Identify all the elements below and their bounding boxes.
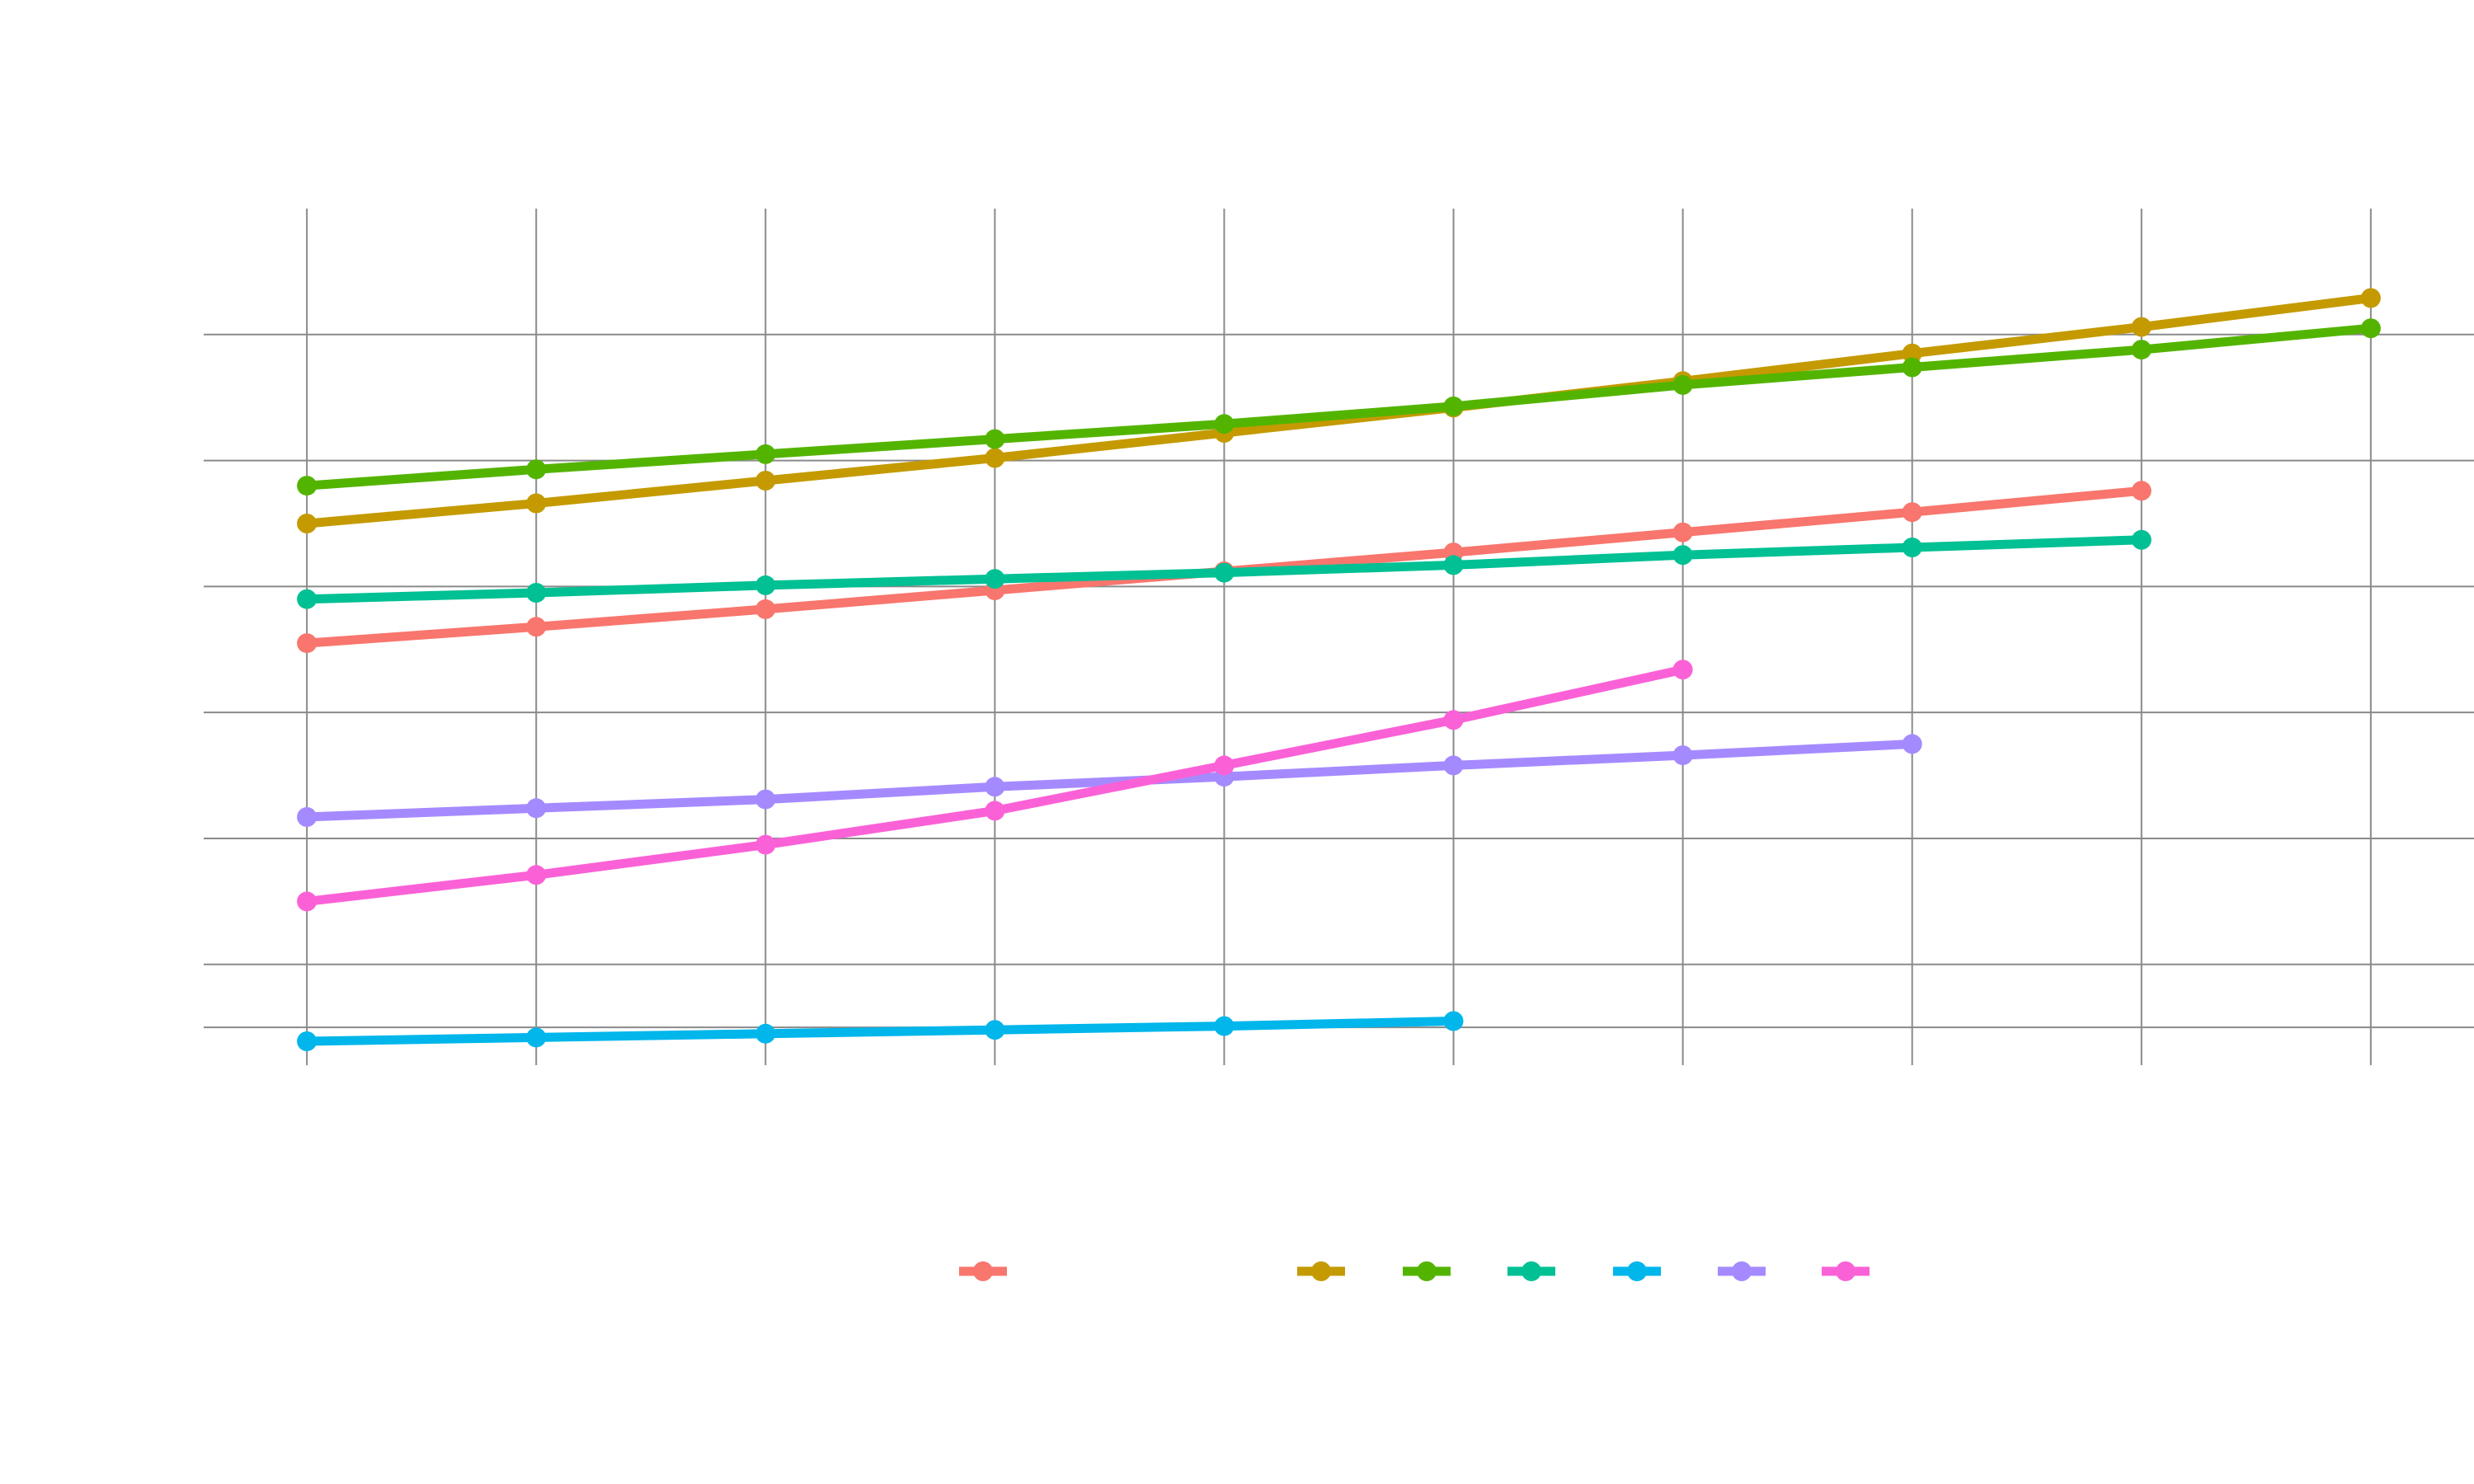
legend-key-6-point [1732, 1261, 1752, 1281]
series-6 [297, 734, 1922, 827]
series-2-point-4 [985, 448, 1005, 468]
grid [204, 209, 2474, 1065]
legend-key-2 [1297, 1261, 1345, 1281]
legend-key-7-point [1836, 1261, 1856, 1281]
series-3-point-5 [1214, 414, 1235, 434]
series-7-point-1 [297, 891, 317, 912]
series-2-point-9 [2131, 317, 2152, 337]
legend-key-6 [1718, 1261, 1766, 1281]
series-3 [297, 318, 2381, 496]
series-3-point-6 [1443, 396, 1464, 416]
series-7-point-7 [1672, 660, 1693, 680]
series-5-point-2 [526, 1027, 547, 1048]
series-7-point-6 [1443, 710, 1464, 730]
legend [959, 1261, 1870, 1281]
series-4-point-5 [1214, 562, 1235, 583]
legend-key-3-point [1417, 1261, 1437, 1281]
series-7-point-3 [755, 834, 776, 855]
legend-key-4 [1507, 1261, 1555, 1281]
series-5-point-6 [1443, 1011, 1464, 1031]
series-4-point-7 [1672, 545, 1693, 566]
series-7-point-2 [526, 865, 547, 885]
legend-key-7 [1822, 1261, 1870, 1281]
series-6-point-2 [526, 798, 547, 819]
series-5-point-1 [297, 1031, 317, 1051]
series-1-point-9 [2131, 481, 2152, 501]
series-1-point-8 [1902, 502, 1922, 523]
series-2-point-10 [2360, 288, 2381, 308]
series-2-point-3 [755, 471, 776, 491]
series-6-line [302, 739, 1917, 822]
series-5-line [302, 1017, 1458, 1046]
series-4-point-8 [1902, 538, 1922, 557]
series-3-point-4 [985, 429, 1005, 449]
series-5 [297, 1011, 1464, 1051]
series-layer [297, 288, 2381, 1051]
series-4-point-6 [1443, 555, 1464, 575]
legend-key-1 [959, 1261, 1007, 1281]
series-3-point-8 [1902, 357, 1922, 378]
series-5-point-4 [985, 1020, 1005, 1040]
legend-key-4-point [1522, 1261, 1541, 1281]
series-3-point-10 [2360, 318, 2381, 339]
series-6-point-1 [297, 807, 317, 827]
series-6-point-6 [1443, 755, 1464, 776]
series-4-point-4 [985, 569, 1005, 589]
series-2-point-2 [526, 493, 547, 514]
series-1-point-7 [1672, 522, 1693, 542]
series-2-point-8 [1902, 343, 1922, 364]
series-4-point-9 [2131, 529, 2152, 550]
series-1-point-2 [526, 617, 547, 637]
series-7 [297, 660, 1693, 912]
series-3-line [302, 323, 2376, 491]
legend-key-3 [1403, 1261, 1451, 1281]
series-6-point-4 [985, 777, 1005, 797]
series-7-point-5 [1214, 755, 1235, 776]
series-4 [297, 529, 2152, 609]
series-4-point-3 [755, 575, 776, 595]
legend-key-1-point [973, 1261, 993, 1281]
series-3-point-7 [1672, 374, 1693, 395]
series-4-point-1 [297, 589, 317, 609]
series-1-point-3 [755, 599, 776, 619]
legend-key-2-point [1311, 1261, 1331, 1281]
series-3-point-9 [2131, 340, 2152, 360]
series-7-point-4 [985, 801, 1005, 821]
series-1-point-1 [297, 633, 317, 654]
series-5-point-3 [755, 1023, 776, 1044]
series-6-point-7 [1672, 745, 1693, 766]
series-5-point-5 [1214, 1016, 1235, 1036]
series-4-point-2 [526, 583, 547, 603]
series-3-point-3 [755, 444, 776, 464]
series-2-line [302, 294, 2376, 528]
series-6-point-8 [1902, 734, 1922, 754]
series-2-point-1 [297, 514, 317, 533]
series-3-point-1 [297, 476, 317, 496]
series-6-point-3 [755, 789, 776, 810]
legend-key-5 [1613, 1261, 1661, 1281]
series-3-point-2 [526, 459, 547, 480]
legend-key-5-point [1627, 1261, 1647, 1281]
